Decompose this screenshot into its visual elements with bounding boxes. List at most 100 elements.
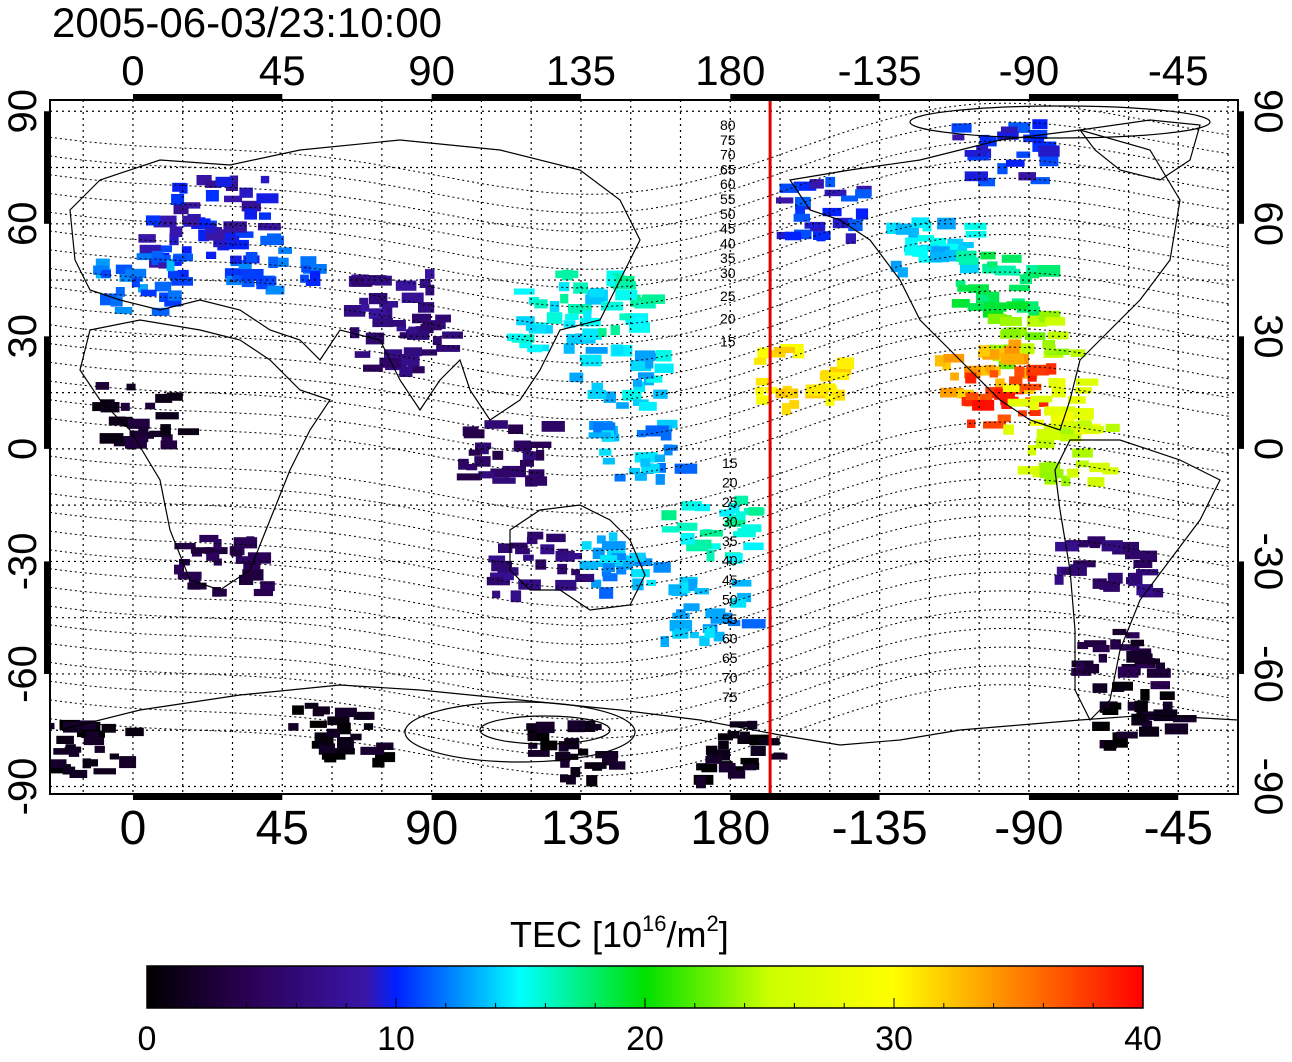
magnetic-latitude-contours: [50, 102, 1232, 777]
tec-cell: [1008, 122, 1031, 133]
tec-cell: [1026, 265, 1039, 273]
tec-cell: [256, 193, 279, 204]
mlat-label: 70: [720, 147, 736, 163]
tec-cell: [813, 231, 831, 240]
tec-cell: [422, 321, 442, 331]
tec-cell: [829, 366, 852, 375]
tec-cell: [1127, 701, 1140, 711]
tec-cell: [1061, 568, 1077, 575]
tec-cell: [181, 246, 192, 254]
tec-cell: [525, 324, 537, 331]
tec-cell: [951, 299, 970, 308]
tec-cell: [629, 467, 641, 475]
tec-cell: [206, 251, 217, 259]
tec-cell: [997, 163, 1008, 175]
tec-cell: [741, 619, 766, 629]
tec-cell: [905, 237, 918, 247]
frame-ticks: [44, 94, 1244, 800]
tec-cell: [374, 275, 392, 286]
tec-cell: [743, 542, 764, 551]
tec-cell: [982, 349, 1000, 360]
tec-cell: [615, 289, 638, 301]
mlat-label: 30: [720, 265, 736, 281]
tec-cell: [139, 244, 161, 256]
tec-cell: [525, 476, 548, 486]
mlat-label: 55: [722, 611, 738, 627]
tec-cell: [523, 554, 534, 561]
tec-cell: [1092, 721, 1110, 731]
tec-cell: [513, 440, 531, 452]
mlat-label: 60: [722, 631, 738, 647]
tec-cell: [1150, 681, 1170, 690]
tec-cell: [466, 463, 478, 471]
tec-cell: [822, 207, 842, 217]
tec-cell: [354, 351, 371, 358]
lat-axis-left: 90 60 30 0 -30 -60 -90: [1, 89, 45, 815]
tec-cell: [654, 454, 665, 463]
figure-title: 2005-06-03/23:10:00: [52, 0, 442, 46]
tec-cell: [528, 324, 546, 334]
tec-cell: [1075, 378, 1099, 386]
tec-cell: [1087, 536, 1106, 545]
tec-cell: [967, 303, 985, 311]
tec-cell: [1164, 723, 1189, 735]
tec-cell: [334, 707, 357, 718]
tec-cell: [309, 270, 321, 281]
frame-bar-top: [1028, 94, 1179, 100]
tec-cell: [730, 598, 747, 608]
tec-cell: [1162, 701, 1173, 713]
tec-cell: [638, 372, 655, 379]
coastline-antarctica: [59, 684, 1238, 746]
tec-cell: [593, 422, 616, 435]
tec-cell: [585, 294, 605, 305]
lat-tick-label-right: 30: [1246, 314, 1290, 359]
lat-tick-label-right: -90: [1246, 758, 1290, 816]
tec-cell: [793, 349, 805, 359]
tec-cell: [1087, 477, 1105, 487]
tec-cell: [1039, 310, 1061, 323]
tec-cell: [773, 347, 795, 353]
tec-cell: [169, 226, 183, 238]
tec-cell: [119, 756, 137, 769]
tec-cell: [355, 306, 366, 314]
tec-cell: [288, 723, 299, 731]
tec-cell: [376, 742, 394, 750]
tec-cell: [557, 548, 569, 555]
tec-cell: [1007, 398, 1032, 407]
tec-cell: [575, 573, 595, 582]
tec-cell: [1149, 658, 1160, 665]
tec-cell: [546, 312, 563, 324]
tec-cell: [911, 217, 930, 228]
map-grid: [50, 100, 1238, 794]
tec-cell: [233, 537, 258, 549]
tec-cell: [350, 327, 360, 339]
lat-tick-label-left: 30: [1, 314, 45, 359]
tec-cell: [587, 389, 607, 399]
tec-cell: [836, 357, 855, 370]
tec-cell: [481, 442, 492, 449]
tec-cell: [153, 215, 177, 228]
tec-cell: [511, 334, 535, 343]
mlat-label: 25: [722, 494, 738, 510]
tec-cell: [1030, 395, 1053, 403]
lon-tick-label-bottom: -90: [994, 802, 1063, 855]
coastline-eurasia: [69, 139, 641, 421]
tec-cell: [560, 759, 570, 768]
tec-cell: [616, 566, 627, 575]
tec-cell: [95, 258, 110, 271]
tec-cell: [821, 370, 833, 382]
tec-cell: [982, 309, 1004, 318]
tec-cell: [93, 768, 116, 775]
tec-cell: [965, 392, 979, 401]
tec-cell: [1139, 550, 1158, 562]
tec-cell: [789, 400, 800, 409]
tec-cell: [1060, 406, 1076, 413]
mlat-label: 80: [720, 117, 736, 133]
tec-cell: [205, 180, 222, 188]
tec-cell: [388, 320, 406, 327]
tec-cell: [160, 440, 178, 450]
tec-cell: [186, 215, 200, 227]
tec-cell: [683, 603, 700, 612]
frame-bar-bottom: [431, 794, 581, 800]
tec-cell: [674, 463, 698, 474]
